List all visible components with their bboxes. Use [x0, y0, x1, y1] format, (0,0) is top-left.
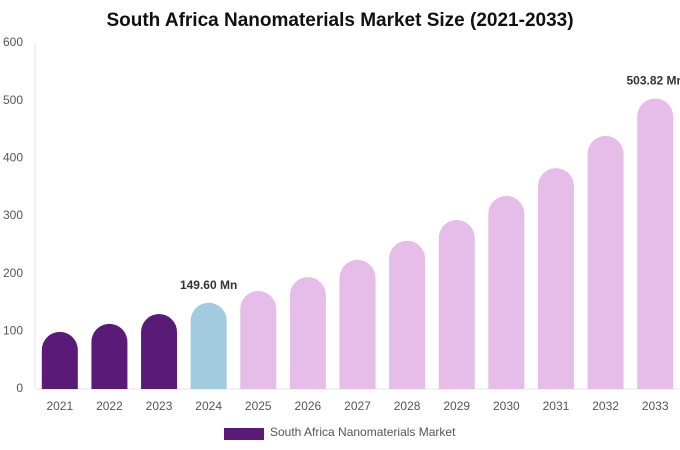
bar — [438, 220, 475, 389]
y-tick-label: 400 — [3, 151, 23, 165]
bar — [41, 331, 78, 389]
data-label: 149.60 Mn — [180, 278, 237, 292]
x-tick-label: 2027 — [344, 399, 371, 413]
y-tick-label: 0 — [16, 381, 23, 395]
bar — [240, 290, 277, 389]
bar — [389, 240, 426, 389]
x-tick-label: 2030 — [493, 399, 520, 413]
y-tick-label: 300 — [3, 208, 23, 222]
bar — [91, 323, 128, 389]
y-tick-label: 200 — [3, 266, 23, 280]
x-tick-label: 2022 — [96, 399, 123, 413]
bar — [488, 195, 525, 389]
bar — [537, 168, 574, 389]
y-tick-label: 500 — [3, 93, 23, 107]
bar — [637, 98, 674, 389]
x-tick-label: 2023 — [146, 399, 173, 413]
y-tick-label: 600 — [3, 35, 23, 49]
legend-label: South Africa Nanomaterials Market — [270, 425, 456, 439]
x-tick-label: 2028 — [394, 399, 421, 413]
x-tick-label: 2021 — [46, 399, 73, 413]
x-tick-label: 2032 — [592, 399, 619, 413]
bar — [190, 302, 227, 389]
x-tick-label: 2033 — [642, 399, 669, 413]
bar — [289, 277, 326, 389]
x-tick-label: 2024 — [195, 399, 222, 413]
legend-swatch — [224, 428, 264, 440]
bar — [141, 314, 178, 389]
data-label: 503.82 Mn — [627, 74, 680, 88]
chart-title: South Africa Nanomaterials Market Size (… — [106, 10, 573, 31]
x-tick-label: 2026 — [295, 399, 322, 413]
x-tick-label: 2025 — [245, 399, 272, 413]
x-tick-label: 2029 — [443, 399, 470, 413]
bar — [587, 135, 624, 389]
bar — [339, 259, 376, 389]
y-tick-label: 100 — [3, 324, 23, 338]
x-tick-label: 2031 — [543, 399, 570, 413]
